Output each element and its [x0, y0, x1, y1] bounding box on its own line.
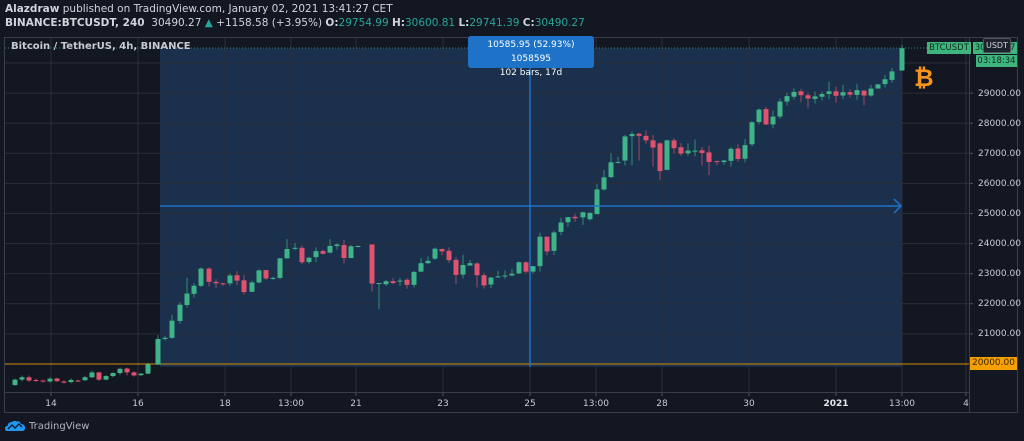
currency-button[interactable]: USDT: [983, 38, 1011, 53]
chart-title: Bitcoin / TetherUS, 4h, BINANCE: [11, 41, 191, 52]
price-axis-separator: [969, 37, 970, 413]
time-label: 16: [132, 399, 144, 409]
level-price-tag: 20000.00: [970, 357, 1017, 370]
time-label: 18: [219, 399, 231, 409]
time-label: 13:00: [278, 399, 304, 409]
author-name[interactable]: Alazdraw: [5, 3, 60, 15]
price-label: 22000.00: [978, 299, 1021, 309]
price-change: +1158.58 (+3.95%): [216, 17, 323, 29]
time-label: 21: [350, 399, 362, 409]
measure-bars: 102 bars, 17d: [499, 68, 563, 78]
measure-range-area: [160, 48, 902, 367]
time-label: 14: [45, 399, 57, 409]
up-arrow-icon: ▲: [204, 17, 213, 29]
time-label: 23: [437, 399, 449, 409]
measure-tooltip: 10585.95 (52.93%) 1058595 102 bars, 17d: [468, 36, 594, 78]
tradingview-logo[interactable]: TradingView: [5, 420, 89, 432]
time-axis-separator: [4, 392, 969, 393]
price-label: 27000.00: [978, 149, 1021, 159]
time-label: 4: [963, 399, 969, 409]
time-label: 2021: [823, 399, 849, 409]
high-value: 30600.81: [404, 17, 456, 29]
price-label: 25000.00: [978, 209, 1021, 219]
time-label: 13:00: [583, 399, 609, 409]
price-label: 29000.00: [978, 89, 1021, 99]
price-label: 21000.00: [978, 329, 1021, 339]
time-label: 13:00: [889, 399, 915, 409]
price-label: 24000.00: [978, 239, 1021, 249]
tradingview-cloud-icon: [5, 420, 25, 431]
price-label: 28000.00: [978, 119, 1021, 129]
high-label: H:: [391, 17, 405, 29]
low-label: L:: [458, 17, 470, 29]
symbol-label: BINANCE:BTCUSDT, 240: [5, 17, 145, 29]
symbol-info: BINANCE:BTCUSDT, 240 30490.27 ▲ +1158.58…: [5, 17, 585, 29]
bar-countdown-tag: 03:18:34: [976, 55, 1017, 67]
bitcoin-icon: ₿: [914, 64, 934, 92]
publish-info: Alazdraw published on TradingView.com, J…: [5, 3, 393, 15]
close-label: C:: [522, 17, 535, 29]
tradingview-brand: TradingView: [29, 420, 90, 432]
open-label: O:: [325, 17, 339, 29]
symbol-tag: BTCUSDT: [927, 42, 971, 54]
time-label: 30: [743, 399, 755, 409]
price-label: 23000.00: [978, 269, 1021, 279]
published-text: published on TradingView.com, January 02…: [62, 3, 393, 15]
price-label: 26000.00: [978, 179, 1021, 189]
time-label: 28: [656, 399, 668, 409]
open-value: 29754.99: [338, 17, 389, 29]
close-value: 30490.27: [534, 17, 585, 29]
low-value: 29741.39: [469, 17, 520, 29]
time-label: 25: [524, 399, 536, 409]
last-price: 30490.27: [151, 17, 202, 29]
measure-price-change: 10585.95 (52.93%) 1058595: [487, 40, 575, 64]
